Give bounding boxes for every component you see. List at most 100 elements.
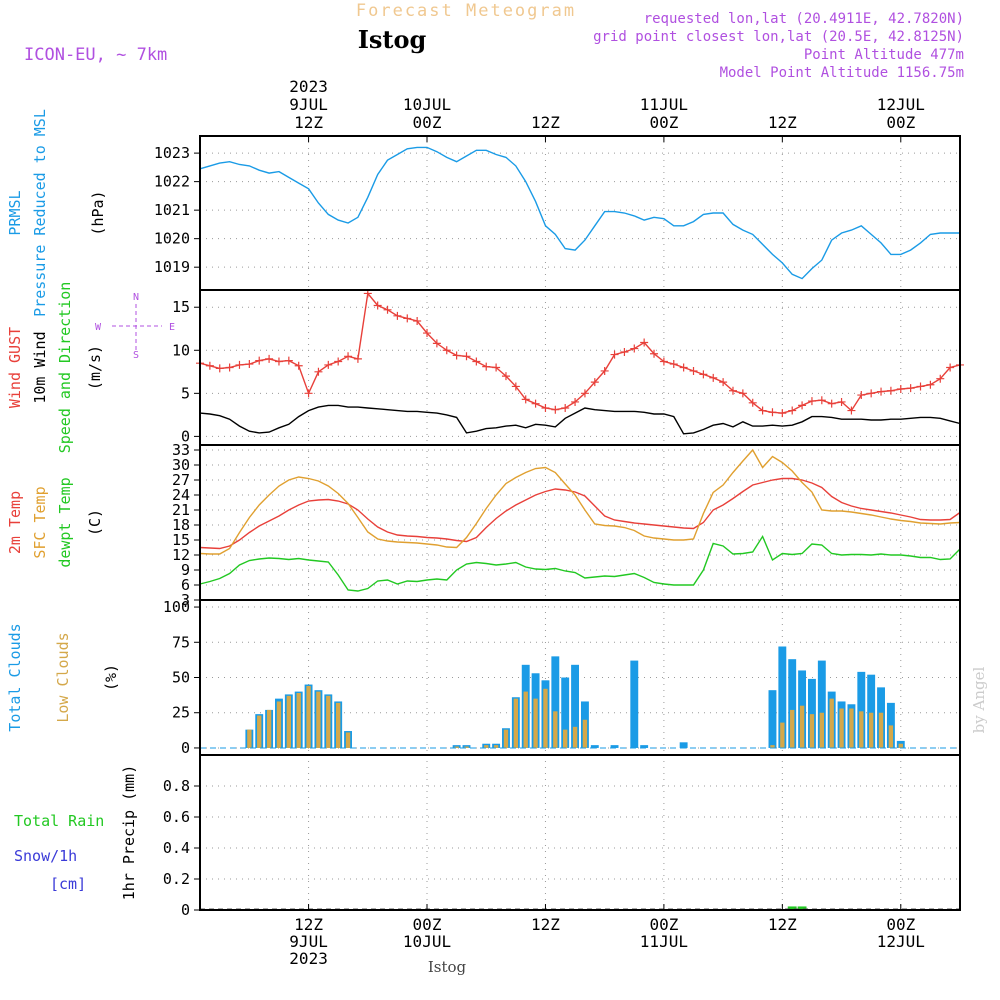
gust-marker: [709, 373, 718, 382]
gust-marker: [857, 391, 866, 400]
total-cloud-bar: [630, 660, 639, 748]
y-tick-label: 9: [181, 561, 190, 579]
gust-marker: [620, 348, 629, 356]
y-tick-label: 27: [172, 471, 190, 489]
total-cloud-bar: [452, 745, 461, 748]
y-axis-label: Total Clouds: [6, 623, 24, 731]
total-cloud-bar: [778, 646, 787, 748]
low-cloud-bar: [276, 701, 282, 748]
series-line: [199, 477, 961, 550]
low-cloud-bar: [257, 715, 262, 748]
y-tick-label: 21: [172, 501, 190, 519]
y-axis-label: Wind GUST: [6, 327, 24, 408]
low-cloud-bar: [799, 705, 805, 748]
gust-marker: [215, 364, 224, 373]
low-cloud-bar: [868, 712, 874, 748]
gust-marker: [669, 360, 678, 369]
gust-marker: [946, 363, 955, 372]
gust-marker: [551, 405, 560, 414]
y-tick-label: 0: [181, 901, 190, 919]
y-axis-label: Pressure Reduced to MSL: [31, 109, 49, 317]
total-cloud-bar: [679, 742, 688, 748]
y-tick-label: 15: [172, 298, 190, 316]
time-tick-label-bottom: 00Z: [413, 915, 442, 934]
low-cloud-bar: [819, 712, 824, 748]
time-tick-label-top: 10JUL: [403, 95, 451, 114]
series-line: [199, 146, 960, 280]
gust-marker: [679, 363, 688, 372]
y-axis-label: 2m Temp: [6, 491, 24, 554]
low-cloud-bar: [780, 722, 785, 748]
low-cloud-bar: [464, 746, 469, 748]
compass-south: S: [133, 350, 139, 361]
gust-marker: [738, 389, 747, 398]
low-cloud-bar: [553, 711, 558, 748]
low-cloud-bar: [523, 691, 528, 748]
gust-marker: [728, 386, 737, 395]
gust-marker: [324, 360, 333, 369]
compass-north: N: [133, 292, 139, 303]
gust-marker: [936, 374, 945, 383]
gust-marker: [571, 397, 580, 406]
total-cloud-bar: [561, 677, 570, 748]
gust-marker: [472, 357, 481, 366]
time-tick-label-top: 12Z: [294, 113, 323, 132]
low-cloud-bar: [266, 709, 272, 748]
y-tick-label: 1020: [154, 230, 190, 248]
y-tick-label: 25: [172, 704, 190, 722]
low-cloud-bar: [316, 691, 321, 748]
time-tick-label-bottom: 9JUL: [289, 932, 328, 951]
gust-marker: [748, 398, 757, 407]
total-cloud-bar: [590, 745, 599, 748]
low-cloud-bar: [582, 719, 588, 748]
time-tick-label-top: 9JUL: [289, 95, 328, 114]
time-tick-label-bottom: 12Z: [768, 915, 797, 934]
gust-marker: [867, 389, 876, 398]
gust-marker: [699, 370, 708, 379]
time-tick-label-bottom: 00Z: [886, 915, 915, 934]
time-tick-label-top: 11JUL: [640, 95, 688, 114]
time-tick-label-bottom: 11JUL: [640, 932, 688, 951]
gust-marker: [798, 401, 807, 410]
low-cloud-bar: [563, 729, 568, 748]
labels-layer: PRMSL Pressure Reduced to MSL (hPa) Wind GU…: [6, 109, 175, 900]
gust-marker: [205, 361, 214, 370]
low-cloud-bar: [543, 688, 548, 748]
gust-marker: [511, 382, 520, 391]
gust-marker: [452, 351, 461, 360]
gust-marker: [314, 367, 323, 376]
total-cloud-bar: [808, 678, 816, 748]
panel-frame: [199, 289, 961, 446]
gust-marker: [758, 406, 767, 415]
low-cloud-bar: [572, 726, 578, 748]
gust-marker: [916, 382, 925, 391]
gust-marker: [274, 357, 283, 366]
gust-marker: [719, 378, 728, 387]
legend-label: Snow/1h: [14, 847, 77, 865]
gust-marker: [403, 314, 412, 323]
y-tick-label: 5: [181, 384, 190, 402]
gust-marker: [462, 352, 471, 361]
total-cloud-bar: [817, 660, 826, 748]
legend-label: Total Rain: [14, 812, 104, 830]
low-cloud-bar: [247, 729, 252, 748]
y-tick-label: 0: [181, 427, 190, 445]
y-tick-label: 1022: [154, 173, 190, 191]
grid-layer: [200, 136, 960, 911]
gust-marker: [600, 366, 609, 375]
low-cloud-bar: [770, 745, 775, 748]
time-tick-label-bottom: 12Z: [294, 915, 323, 934]
low-cloud-bar: [829, 698, 834, 748]
low-cloud-bar: [326, 695, 331, 748]
y-tick-label: 0.8: [163, 777, 190, 795]
low-cloud-bar: [898, 743, 903, 748]
gust-marker: [689, 366, 698, 375]
total-cloud-bar: [867, 674, 876, 748]
gust-marker: [265, 354, 274, 363]
low-cloud-bar: [513, 698, 519, 748]
gust-marker: [334, 357, 343, 366]
y-axis-label: Low Clouds: [54, 632, 72, 722]
gust-marker: [640, 338, 649, 347]
low-cloud-bar: [839, 708, 844, 748]
